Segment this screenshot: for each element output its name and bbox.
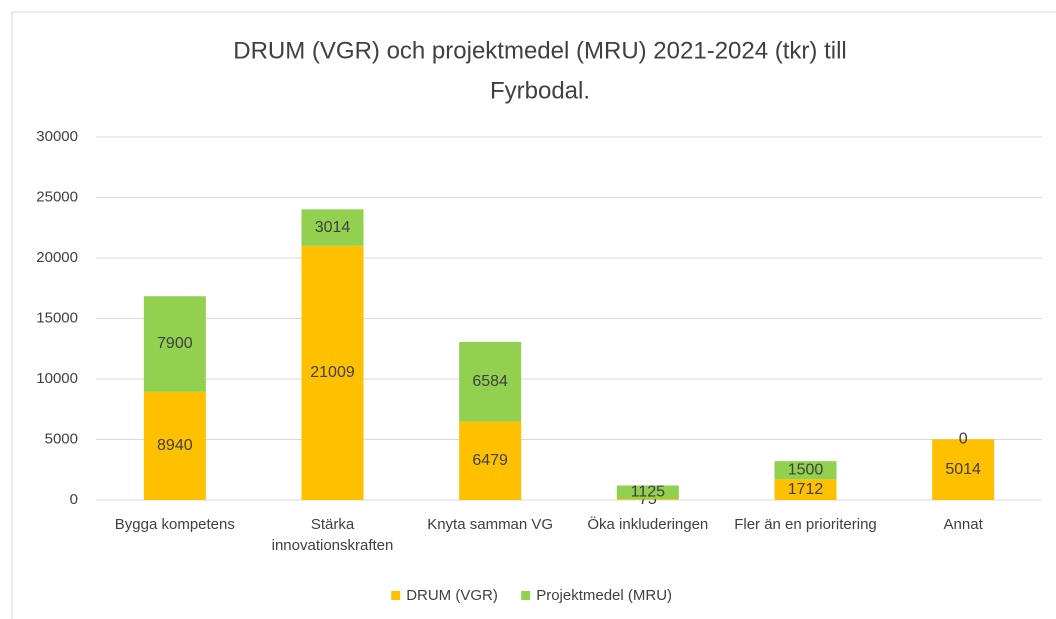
data-label: 1125 — [631, 484, 666, 501]
legend-swatch — [391, 591, 401, 600]
x-tick-label: Öka inkluderingen — [587, 516, 709, 533]
y-tick-label: 30000 — [36, 128, 78, 145]
x-tick-label: Knyta samman VG — [427, 516, 554, 533]
bar-segment — [616, 499, 679, 500]
bar-segment — [616, 485, 679, 500]
y-tick-label: 15000 — [36, 309, 78, 326]
legend-label: Projektmedel (MRU) — [536, 587, 672, 604]
bar-segment — [774, 479, 837, 500]
bar-segment — [932, 439, 995, 500]
data-label: 7900 — [157, 335, 193, 352]
data-label: 0 — [959, 431, 968, 448]
data-label: 1712 — [788, 481, 824, 498]
data-label: 5014 — [945, 461, 981, 478]
legend-swatch — [521, 591, 531, 600]
chart-title: DRUM (VGR) och projektmedel (MRU) 2021-2… — [233, 37, 846, 64]
x-tick-label: Stärka innovationskraften — [271, 516, 394, 554]
data-label: 8940 — [157, 437, 193, 454]
bar-segment — [459, 421, 522, 500]
y-tick-label: 20000 — [36, 249, 78, 266]
x-tick-label: Fler än en prioritering — [734, 516, 877, 533]
data-label: 21009 — [310, 364, 355, 381]
data-label: 3014 — [315, 219, 351, 236]
y-tick-label: 10000 — [36, 370, 78, 387]
bar-segment — [301, 209, 364, 246]
y-tick-label: 0 — [70, 491, 78, 508]
bar-segment — [143, 391, 206, 500]
bar-segment — [143, 296, 206, 392]
data-label: 1500 — [788, 461, 824, 478]
x-tick-label: Bygga kompetens — [114, 516, 235, 533]
y-tick-label: 25000 — [36, 188, 78, 205]
bar-segment — [301, 245, 364, 500]
data-label: 6479 — [472, 452, 508, 469]
x-tick-label: Annat — [943, 516, 983, 533]
bar-segment — [774, 461, 837, 480]
bar-segment — [459, 341, 522, 422]
data-label: 6584 — [472, 373, 508, 390]
chart-title: Fyrbodal. — [490, 77, 590, 104]
legend-label: DRUM (VGR) — [406, 587, 498, 604]
chart-border — [11, 11, 1056, 619]
y-tick-label: 5000 — [45, 430, 78, 447]
